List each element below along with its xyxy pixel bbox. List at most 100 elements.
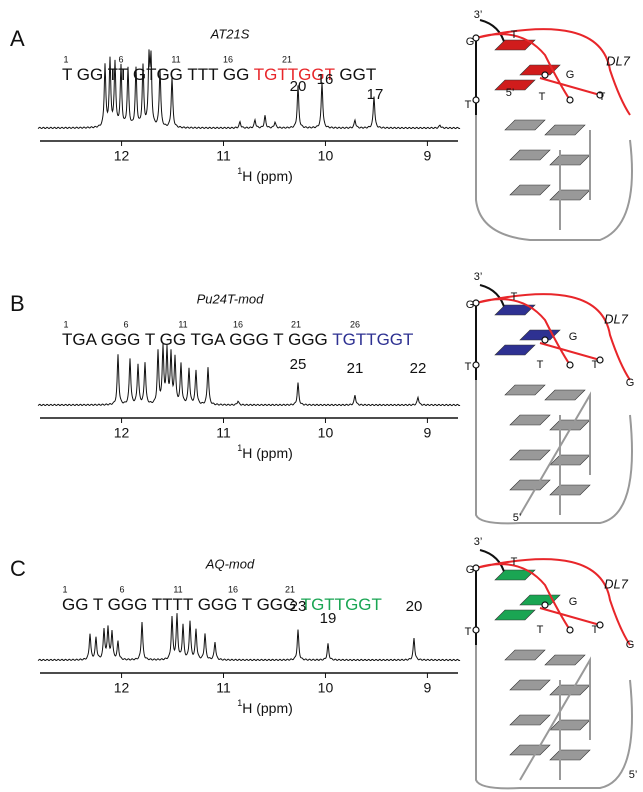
position-number: 21 [282,54,292,64]
panel-letter: C [10,556,26,581]
loop [475,293,631,381]
x-tick-label: 11 [216,148,231,164]
tetrad [544,389,586,401]
tetrad [494,344,536,356]
axis-label: 1H (ppm) [237,166,293,183]
diagram-label: T [537,624,544,636]
tetrad [549,154,591,166]
sequence-highlight: TGTTGGT [254,65,335,84]
axis-label-sup: 1 [237,166,242,176]
position-number: 11 [178,319,187,329]
axis-label: 1H (ppm) [237,443,293,460]
tetrad [509,449,551,461]
diagram-label: T [511,29,518,41]
spectrum [37,49,461,130]
loop [475,558,631,646]
sequence-tail: GGT [335,65,377,84]
tetrad [504,649,546,661]
diagram-label: T [465,361,472,373]
node [472,564,480,572]
diagram-label: 3’ [474,536,483,548]
panel-letter: B [10,291,25,316]
peak-label: 25 [290,356,307,373]
diagram-label: G [466,36,475,48]
node [566,626,574,634]
tetrad [549,454,591,466]
strand-grey [475,110,633,241]
diagram-label: 3’ [474,271,483,283]
diagram-label: G [569,331,578,343]
position-number: 16 [233,319,243,329]
x-tick-label: 9 [424,680,432,696]
loop [475,28,631,116]
loop-label: DL7 [604,576,629,591]
position-number: 11 [171,54,180,64]
peak-label: 17 [367,86,384,103]
tetrad [509,714,551,726]
node [541,601,549,609]
node [472,626,480,634]
node [596,356,604,364]
x-tick-label: 10 [318,425,334,441]
diagram-label: G [566,69,575,81]
x-tick-label: 11 [216,425,231,441]
position-number: 6 [123,319,128,329]
diagram-label: T [592,359,599,371]
peak-label: 23 [290,598,307,615]
peak-label: 22 [410,360,427,377]
diagram-label: T [511,556,518,568]
diagram-label: T [465,99,472,111]
tetrad [509,149,551,161]
diagram-label: T [511,291,518,303]
axis-label-text: H (ppm) [242,445,293,461]
position-number: 1 [62,584,67,594]
tetrad [549,484,591,496]
peak-label: 16 [317,71,334,88]
tetrad [544,654,586,666]
tetrad [549,749,591,761]
tetrad [494,79,536,91]
position-number: 11 [173,584,182,594]
panel-title: AT21S [210,26,250,41]
tetrad [509,744,551,756]
x-tick-label: 12 [114,680,130,696]
loop-label: DL7 [604,311,629,326]
diagram-label: 5’ [513,512,522,524]
diagram-label: 5’ [629,769,638,781]
tetrad [549,719,591,731]
tetrad [504,384,546,396]
strand-grey [475,640,633,790]
diagram-label: T [539,91,546,103]
node [472,299,480,307]
node [596,91,604,99]
axis-label-text: H (ppm) [242,168,293,184]
x-tick-label: 9 [424,148,432,164]
tetrad [544,124,586,136]
panel-title: AQ-mod [205,556,255,571]
spectrum [37,613,461,662]
axis-label-sup: 1 [237,698,242,708]
sequence-plain: T GG TT GTGG TTT GG [62,65,254,84]
x-tick-label: 10 [318,680,334,696]
node [472,361,480,369]
position-number: 16 [228,584,238,594]
strand-grey [475,375,633,525]
position-number: 21 [285,584,295,594]
panel-title: Pu24T-mod [197,291,264,306]
tetrad [494,609,536,621]
panel-letter: A [10,26,25,51]
node [472,96,480,104]
diagram-label: T [537,359,544,371]
node [541,336,549,344]
node [596,621,604,629]
sequence-highlight: TGTTGGT [301,595,382,614]
diagram-label: T [599,91,606,103]
spectrum [37,343,461,407]
position-number: 16 [223,54,233,64]
x-tick-label: 10 [318,148,334,164]
tetrad [509,479,551,491]
position-number: 1 [63,319,68,329]
